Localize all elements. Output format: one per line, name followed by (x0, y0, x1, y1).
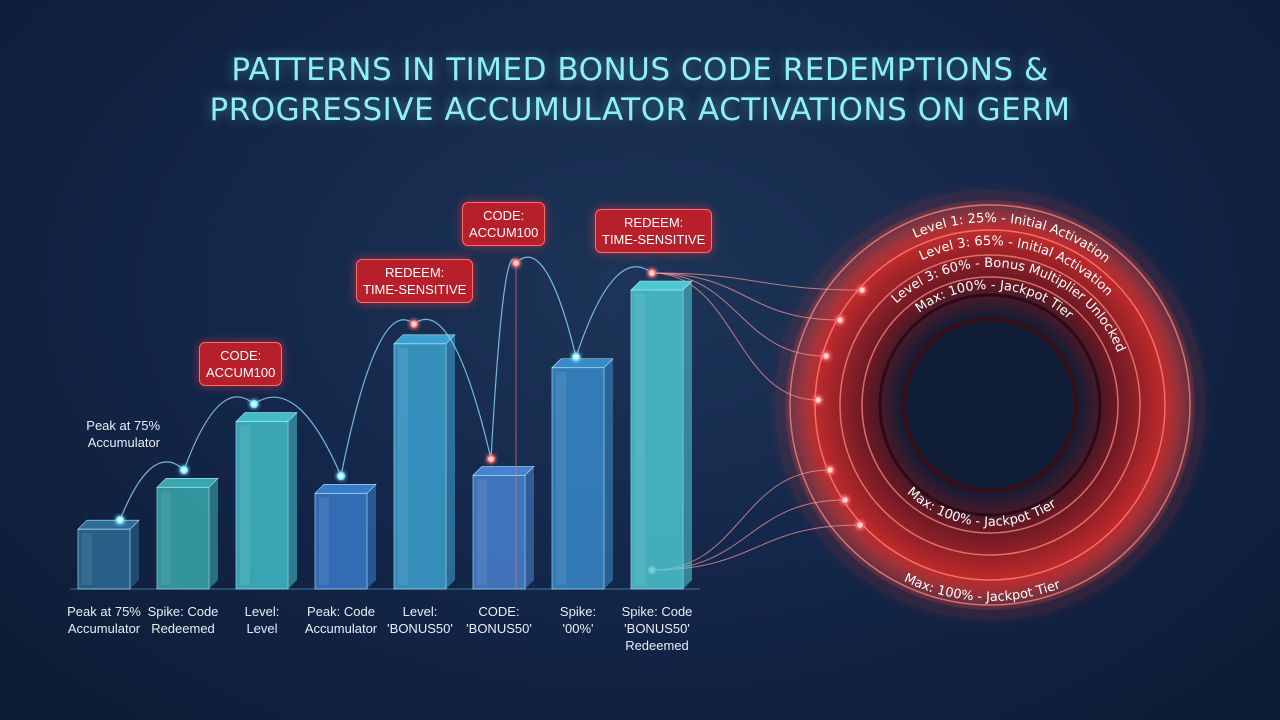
bar-highlight (240, 425, 250, 585)
bar-side (209, 478, 218, 589)
bar-1 (77, 519, 140, 590)
bar-highlight (477, 479, 487, 585)
bar-highlight (319, 497, 329, 585)
ring-5 (878, 293, 1102, 517)
category-label-8: Spike: Code 'BONUS50' Redeemed (621, 604, 693, 653)
connector-dot (821, 351, 831, 361)
bar-highlight (161, 491, 171, 585)
bar-top (314, 484, 377, 494)
bar-front (156, 486, 210, 590)
callout-2: REDEEM: TIME-SENSITIVE (356, 259, 474, 303)
ring-2 (814, 229, 1166, 581)
trend-point (336, 471, 346, 481)
trend-point (179, 465, 189, 475)
bar-8 (630, 280, 693, 590)
callout-3: CODE: ACCUM100 (462, 202, 546, 246)
category-label-5: Level: 'BONUS50' (387, 604, 453, 636)
trend-point (249, 399, 259, 409)
connector-dot (840, 495, 850, 505)
callout-4: REDEEM: TIME-SENSITIVE (595, 209, 713, 253)
connector-dot (855, 520, 865, 530)
category-label-7: Spike: '00%' (559, 604, 597, 636)
bar-front (314, 492, 368, 590)
connector-dot (835, 315, 845, 325)
bar-top (77, 519, 140, 530)
connector-dot (825, 465, 835, 475)
trend-point (647, 268, 657, 278)
bar-side (525, 466, 534, 589)
trend-point (486, 454, 496, 464)
ring-4 (861, 276, 1119, 534)
trend-point (511, 258, 521, 268)
bar-front (551, 367, 605, 590)
ring-center (902, 317, 1078, 493)
connector-dot (813, 395, 823, 405)
ring-1 (789, 204, 1191, 606)
bar-4 (314, 484, 377, 590)
bar-front (630, 289, 684, 590)
chart-title-line-1: PATTERNS IN TIMED BONUS CODE REDEMPTIONS… (231, 52, 1049, 88)
bar-side (446, 334, 455, 589)
trend-curve (115, 256, 657, 589)
bar-side (683, 281, 692, 589)
bar-highlight (82, 533, 92, 585)
bar-3 (235, 412, 298, 590)
ring-3 (839, 254, 1141, 556)
chart-title-line-2: PROGRESSIVE ACCUMULATOR ACTIVATIONS ON G… (209, 92, 1071, 128)
connector-line (651, 272, 863, 291)
callout-1: CODE: ACCUM100 (199, 342, 283, 386)
connector-line (651, 272, 827, 357)
bar-7 (551, 358, 614, 590)
bars (77, 280, 693, 590)
bar-6 (472, 466, 535, 590)
category-label-6: CODE: 'BONUS50' (466, 604, 532, 636)
connector-line (651, 272, 841, 321)
bar-2 (156, 478, 219, 590)
bar-side (288, 412, 297, 589)
bar-side (604, 358, 613, 589)
chart-title: PATTERNS IN TIMED BONUS CODE REDEMPTIONS… (0, 50, 1280, 130)
bar-top (156, 478, 219, 488)
bar-5 (393, 334, 456, 590)
trend-point (571, 352, 581, 362)
bar-side (367, 484, 376, 589)
bar-highlight (556, 371, 566, 585)
connector-dot (857, 285, 867, 295)
bar-side (130, 520, 139, 589)
bar-front (393, 343, 447, 590)
bar-highlight (398, 347, 408, 585)
bar-top (630, 280, 693, 291)
category-label-3: Level: Level (244, 604, 280, 636)
bar-top (551, 358, 614, 369)
category-label-4: Peak: Code Accumulator (304, 604, 378, 636)
category-label-1: Peak at 75% Accumulator (67, 604, 141, 636)
connector-line (651, 272, 819, 401)
category-label-2: Spike: Code Redeemed (147, 604, 219, 636)
trend-point (409, 319, 419, 329)
bar-top (472, 466, 535, 476)
bar-top (393, 334, 456, 345)
bar-front (235, 421, 289, 590)
bar-front (77, 528, 131, 590)
bar-top (235, 412, 298, 422)
trend-line (119, 256, 653, 521)
bar-highlight (635, 294, 645, 585)
side-annotation: Peak at 75% Accumulator (86, 418, 160, 450)
trend-point (115, 515, 125, 525)
